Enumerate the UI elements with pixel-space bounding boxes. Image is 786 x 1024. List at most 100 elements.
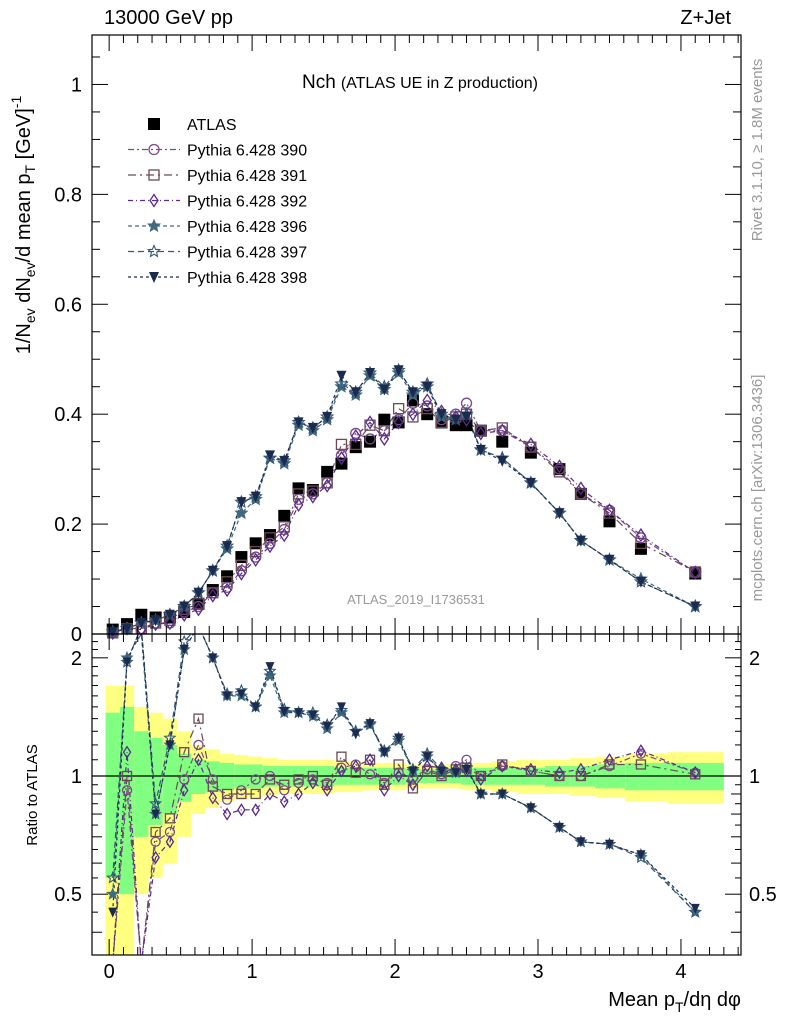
ratio-point	[364, 769, 376, 780]
data-point	[475, 425, 487, 437]
ratio-point	[322, 721, 332, 732]
ratio-point	[251, 803, 260, 817]
ratio-point	[437, 766, 447, 777]
ratio-point	[497, 789, 507, 800]
legend-label: Pythia 6.428 396	[187, 219, 307, 236]
ratio-y-tick-label: 2	[71, 648, 82, 670]
data-point	[122, 623, 133, 635]
ratio-point	[604, 759, 615, 770]
ratio-point	[379, 747, 389, 758]
x-tick-label: 2	[389, 961, 400, 983]
ratio-point	[307, 770, 319, 782]
data-point	[475, 444, 486, 456]
ratio-line	[112, 716, 696, 955]
legend-marker	[149, 193, 159, 208]
series-line	[112, 369, 696, 633]
data-point	[207, 587, 219, 599]
ratio-point	[407, 783, 419, 794]
data-point	[264, 450, 275, 462]
data-point	[603, 507, 616, 519]
ratio-point	[151, 850, 160, 865]
data-point	[279, 527, 290, 543]
ratio-point	[208, 791, 218, 805]
ratio-point	[264, 774, 276, 785]
data-point	[461, 411, 472, 423]
ratio-point	[554, 770, 565, 782]
ratio-point	[193, 739, 204, 751]
ratio-point	[207, 774, 218, 785]
data-point	[604, 503, 615, 518]
legend-marker	[146, 244, 162, 258]
ratio-point	[554, 822, 564, 833]
data-point	[392, 416, 405, 429]
data-point	[636, 527, 646, 543]
y-tick-label: 1	[71, 74, 82, 96]
data-point	[335, 438, 348, 451]
ratio-point	[576, 762, 586, 777]
ratio-point	[336, 762, 347, 773]
ratio-point	[408, 766, 418, 777]
legend-marker	[148, 143, 160, 156]
data-point	[235, 559, 248, 571]
ratio-point	[279, 779, 290, 790]
mcplots-label: mcplots.cern.ch [arXiv:1306.3436]	[749, 375, 766, 602]
ratio-point	[394, 733, 404, 744]
ratio-point	[279, 795, 289, 809]
watermark: ATLAS_2019_I1736531	[347, 592, 485, 607]
data-point	[322, 411, 333, 423]
data-point	[525, 477, 536, 489]
series-line	[112, 402, 696, 634]
data-point	[193, 602, 204, 617]
data-point	[334, 376, 349, 390]
ratio-point	[294, 708, 304, 719]
ratio-point	[193, 713, 204, 724]
ratio-point	[365, 753, 375, 767]
data-point	[250, 552, 261, 567]
ratio-point	[308, 710, 318, 721]
data-point	[221, 576, 233, 588]
data-point	[179, 601, 190, 613]
ratio-point	[380, 783, 389, 797]
ratio-point	[122, 745, 132, 759]
ratio-point	[250, 774, 261, 785]
legend-label: Pythia 6.428 397	[187, 245, 307, 262]
ratio-point	[163, 731, 177, 744]
data-point	[350, 428, 361, 444]
data-point	[553, 463, 566, 476]
y-tick-label: 0.6	[54, 294, 82, 316]
ratio-point	[265, 662, 275, 673]
data-point	[364, 419, 376, 431]
chart-title: Nch (ATLAS UE in Z production)	[302, 72, 538, 93]
data-point	[379, 384, 390, 396]
ratio-point	[351, 759, 361, 773]
data-point	[496, 435, 509, 448]
ratio-point	[121, 785, 133, 796]
data-point	[604, 554, 615, 566]
data-point	[554, 459, 565, 474]
data-point	[378, 413, 391, 426]
data-point	[322, 478, 332, 493]
data-point	[690, 565, 701, 580]
data-point	[136, 618, 147, 630]
band-inner	[119, 706, 135, 895]
data-point	[293, 497, 304, 513]
data-point	[308, 489, 318, 504]
x-tick-label: 0	[104, 961, 115, 983]
ratio-point	[251, 702, 261, 713]
ratio-point	[394, 769, 403, 783]
data-point	[365, 415, 375, 430]
ratio-uncertainty-bands	[105, 685, 724, 955]
ratio-point	[222, 691, 232, 702]
header-left: 13000 GeV pp	[104, 7, 233, 29]
data-point	[496, 422, 508, 434]
data-point	[575, 488, 587, 500]
chart-title-main: Nch	[302, 72, 336, 93]
data-point	[476, 426, 486, 441]
data-point	[364, 435, 377, 448]
data-point	[307, 422, 318, 434]
data-point	[436, 409, 447, 421]
ratio-point	[605, 753, 614, 767]
ratio-point	[150, 826, 161, 838]
ratio-point	[279, 785, 290, 796]
